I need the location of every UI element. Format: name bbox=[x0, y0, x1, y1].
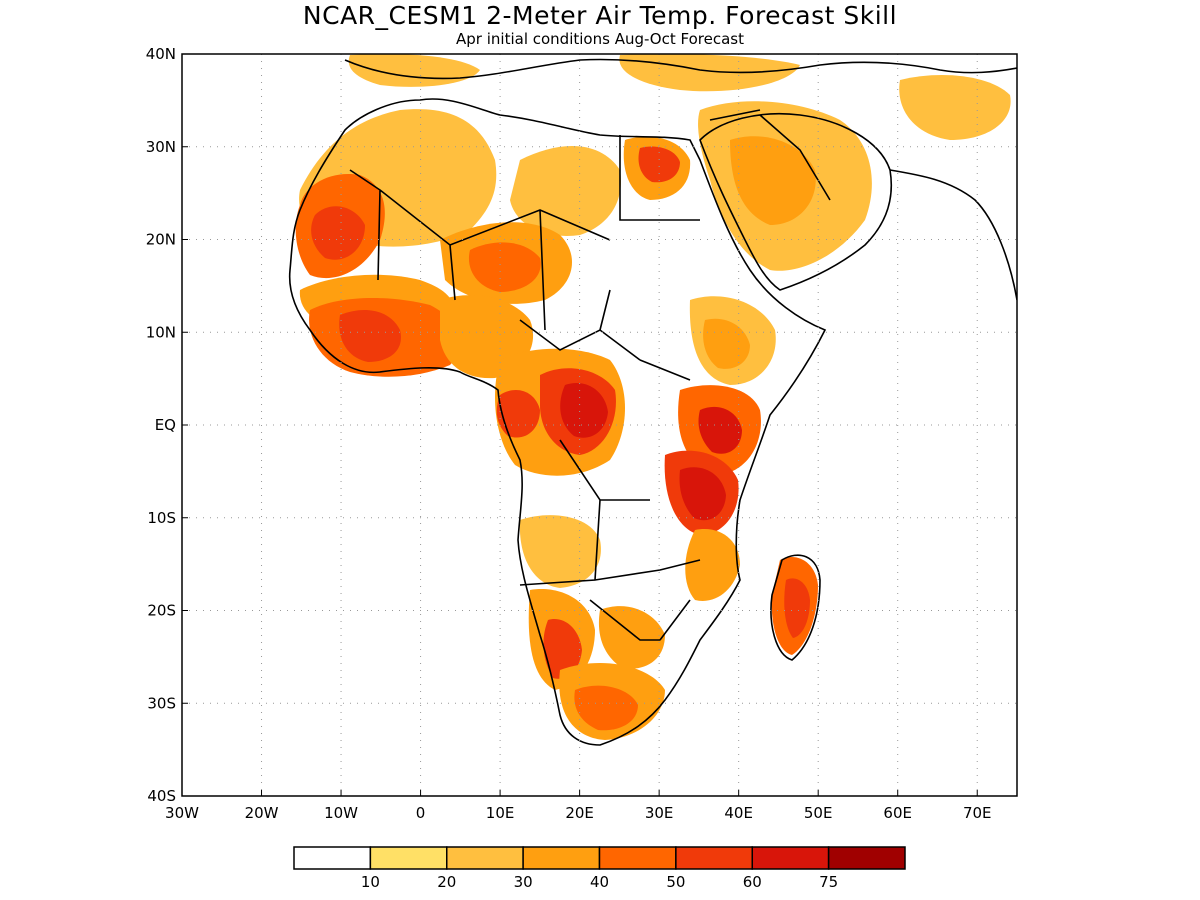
y-tick-label: 20N bbox=[146, 231, 176, 249]
x-tick-label: 30W bbox=[165, 804, 199, 822]
x-tick-label: 10W bbox=[324, 804, 358, 822]
x-tick-label: 0 bbox=[416, 804, 426, 822]
x-axis: 30W 20W 10W 0 10E 20E 30E 40E 50E 60E 70E bbox=[165, 790, 992, 822]
colorbar-label: 10 bbox=[361, 873, 380, 891]
x-tick-label: 30E bbox=[645, 804, 674, 822]
skill-region-tanzania-core bbox=[679, 467, 726, 521]
coastline-arabia bbox=[699, 112, 893, 291]
skill-region-sahel-central-core bbox=[468, 242, 541, 292]
colorbar-label: 40 bbox=[590, 873, 609, 891]
coastlines bbox=[288, 58, 1017, 746]
x-tick-label: 60E bbox=[883, 804, 912, 822]
coastline-madagascar bbox=[770, 554, 821, 661]
skill-region-botswana bbox=[598, 606, 665, 669]
x-tick-label: 50E bbox=[804, 804, 833, 822]
colorbar-swatch bbox=[369, 846, 448, 870]
colorbar-swatch bbox=[522, 846, 601, 870]
colorbar-swatch bbox=[675, 846, 753, 870]
x-tick-label: 70E bbox=[963, 804, 992, 822]
x-tick-label: 20W bbox=[245, 804, 279, 822]
y-axis: 40N 30N 20N 10N EQ 10S 20S 30S 40S bbox=[146, 45, 188, 805]
skill-region-iran bbox=[899, 75, 1011, 140]
skill-region-kenya-core bbox=[698, 406, 742, 454]
coastline-mediterranean-north bbox=[344, 58, 1017, 80]
skill-shading bbox=[295, 54, 1011, 740]
colorbar-swatch bbox=[827, 846, 906, 870]
skill-region-angola bbox=[519, 515, 601, 588]
colorbar-label: 20 bbox=[437, 873, 456, 891]
skill-region-mauritania-core bbox=[311, 206, 365, 260]
map-title: NCAR_CESM1 2-Meter Air Temp. Forecast Sk… bbox=[303, 1, 897, 30]
y-tick-label: 30S bbox=[147, 694, 176, 712]
x-tick-label: 10E bbox=[486, 804, 515, 822]
skill-region-ethiopia-core bbox=[703, 318, 750, 369]
x-tick-label: 40E bbox=[724, 804, 753, 822]
colorbar-label: 60 bbox=[743, 873, 762, 891]
colorbar-label: 50 bbox=[666, 873, 685, 891]
skill-region-gabon bbox=[496, 390, 540, 438]
skill-region-south-africa-core bbox=[574, 685, 638, 731]
coastline-africa bbox=[288, 98, 827, 746]
skill-region-mozambique bbox=[685, 529, 740, 601]
map-subtitle: Apr initial conditions Aug-Oct Forecast bbox=[456, 30, 744, 48]
map-plot-area bbox=[182, 54, 1017, 796]
gridlines bbox=[182, 54, 1017, 796]
y-tick-label: 20S bbox=[147, 602, 176, 620]
x-tick-label: 20E bbox=[565, 804, 594, 822]
coastline-asia bbox=[889, 169, 1017, 301]
colorbar-swatch bbox=[598, 846, 677, 870]
skill-region-guinea-core bbox=[339, 310, 401, 362]
colorbar-label: 75 bbox=[819, 873, 838, 891]
colorbar: 10 20 30 40 50 60 75 bbox=[293, 846, 906, 891]
colorbar-swatch bbox=[446, 846, 524, 870]
y-tick-label: 30N bbox=[146, 138, 176, 156]
y-tick-label: EQ bbox=[155, 416, 176, 434]
skill-region-madagascar-core bbox=[784, 578, 810, 638]
colorbar-swatch bbox=[751, 846, 830, 870]
y-tick-label: 40N bbox=[146, 45, 176, 63]
skill-region-namibia-core bbox=[543, 619, 582, 679]
skill-region-egypt-core bbox=[638, 146, 680, 183]
y-tick-label: 10S bbox=[147, 509, 176, 527]
skill-region-arabia-core bbox=[730, 136, 816, 225]
colorbar-swatch bbox=[293, 846, 372, 870]
y-tick-label: 40S bbox=[147, 787, 176, 805]
skill-region-sahara-east bbox=[510, 146, 621, 236]
border-1 bbox=[349, 109, 831, 641]
y-tick-label: 10N bbox=[146, 323, 176, 341]
colorbar-label: 30 bbox=[514, 873, 533, 891]
skill-region-central-core bbox=[560, 383, 608, 438]
